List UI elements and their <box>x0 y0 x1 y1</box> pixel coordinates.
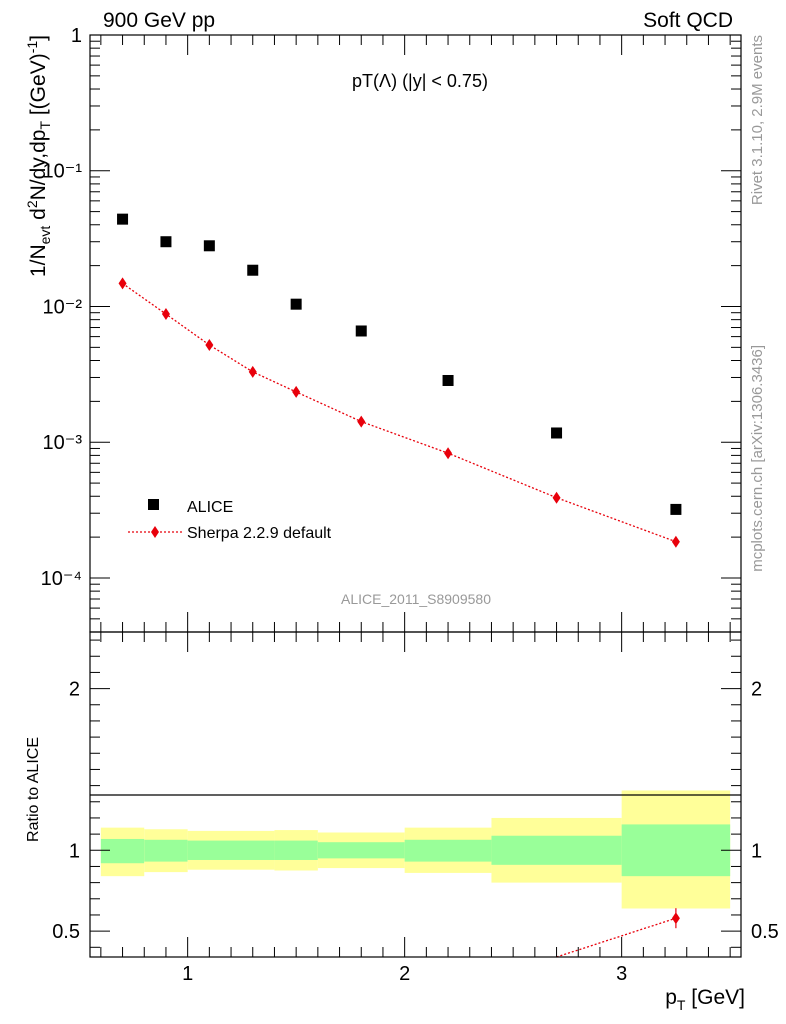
ratio-mc-line <box>556 917 677 958</box>
ratio-y-tick-label-left: 1 <box>69 840 80 862</box>
ratio-plot-frame <box>89 631 742 958</box>
ratio-y-axis-label: Ratio to ALICE <box>25 737 42 842</box>
header-left: 900 GeV pp <box>103 9 215 32</box>
ratio-axis-ticks <box>90 632 741 957</box>
mc-point <box>552 491 561 504</box>
mc-point <box>248 365 257 378</box>
data-point <box>551 427 563 439</box>
x-tick-label: 1 <box>182 963 193 985</box>
header-right: Soft QCD <box>643 9 733 32</box>
data-point <box>290 298 302 310</box>
ratio-plot-panel: 0.5 0.5 1 1 2 2 1 2 3 Ratio to ALICE pT [GeV] <box>25 631 779 1013</box>
ratio-band-inner <box>404 839 492 862</box>
ratio-band-inner <box>621 824 731 877</box>
data-point <box>247 264 259 276</box>
main-y-axis-label: 1/Nevt d2N/dy,dpT [(GeV)-1] <box>24 35 53 277</box>
ratio-band-inner <box>187 840 275 860</box>
mc-point <box>161 308 170 321</box>
data-point <box>355 325 367 337</box>
mc-point <box>205 339 214 352</box>
rivet-version-label: Rivet 3.1.10, 2.9M events <box>749 35 766 205</box>
mc-series-points <box>118 277 680 548</box>
ratio-y-tick-label-right: 0.5 <box>751 921 779 943</box>
legend-mc-marker <box>151 526 159 538</box>
ratio-band-inner <box>144 839 188 862</box>
main-y-tick-labels: 10⁻⁴ 10⁻³ 10⁻² 10⁻¹ 1 <box>41 25 83 590</box>
legend: ALICE Sherpa 2.2.9 default <box>128 499 332 542</box>
data-series-points <box>117 213 682 515</box>
ratio-band-inner <box>274 840 318 860</box>
mc-point <box>671 535 680 548</box>
ratio-tick-labels: 0.5 0.5 1 1 2 2 1 2 3 <box>52 679 779 985</box>
main-plot-frame <box>89 34 742 633</box>
ratio-band-inner <box>100 838 145 864</box>
ratio-band-inner <box>317 842 405 859</box>
analysis-id: ALICE_2011_S8909580 <box>341 591 491 607</box>
main-y-tick-label: 10⁻¹ <box>43 161 83 183</box>
main-plot-panel: 10⁻⁴ 10⁻³ 10⁻² 10⁻¹ 1 pT(Λ) (|y| < 0.75) ALI… <box>24 25 742 633</box>
main-axis-ticks <box>90 34 741 633</box>
legend-data-label: ALICE <box>187 499 233 516</box>
mcplots-label: mcplots.cern.ch [arXiv:1306.3436] <box>749 345 766 572</box>
ratio-mc-points <box>671 908 680 929</box>
plot-title: pT(Λ) (|y| < 0.75) <box>352 71 488 91</box>
main-y-tick-label: 10⁻⁴ <box>41 568 82 590</box>
ratio-y-tick-label-right: 1 <box>751 840 762 862</box>
legend-mc-label: Sherpa 2.2.9 default <box>187 525 332 542</box>
mc-point <box>118 277 127 290</box>
main-y-tick-label: 1 <box>71 25 82 47</box>
data-point <box>160 236 172 248</box>
ratio-uncertainty-bands <box>100 790 731 909</box>
ratio-y-tick-label-left: 0.5 <box>52 921 80 943</box>
ratio-y-tick-label-left: 2 <box>69 679 80 701</box>
mc-point <box>292 385 301 398</box>
main-y-tick-label: 10⁻² <box>43 296 83 318</box>
data-point <box>203 240 215 252</box>
mc-point <box>444 447 453 460</box>
ratio-y-tick-label-right: 2 <box>751 679 762 701</box>
main-y-tick-label: 10⁻³ <box>43 432 83 454</box>
x-axis-label: pT [GeV] <box>665 986 745 1013</box>
ratio-band-inner <box>491 835 622 865</box>
data-point <box>670 503 682 515</box>
mc-point <box>357 415 366 428</box>
x-tick-label: 3 <box>616 963 627 985</box>
legend-data-marker <box>148 499 159 510</box>
data-point <box>117 213 129 225</box>
x-tick-label: 2 <box>399 963 410 985</box>
data-point <box>442 374 454 386</box>
